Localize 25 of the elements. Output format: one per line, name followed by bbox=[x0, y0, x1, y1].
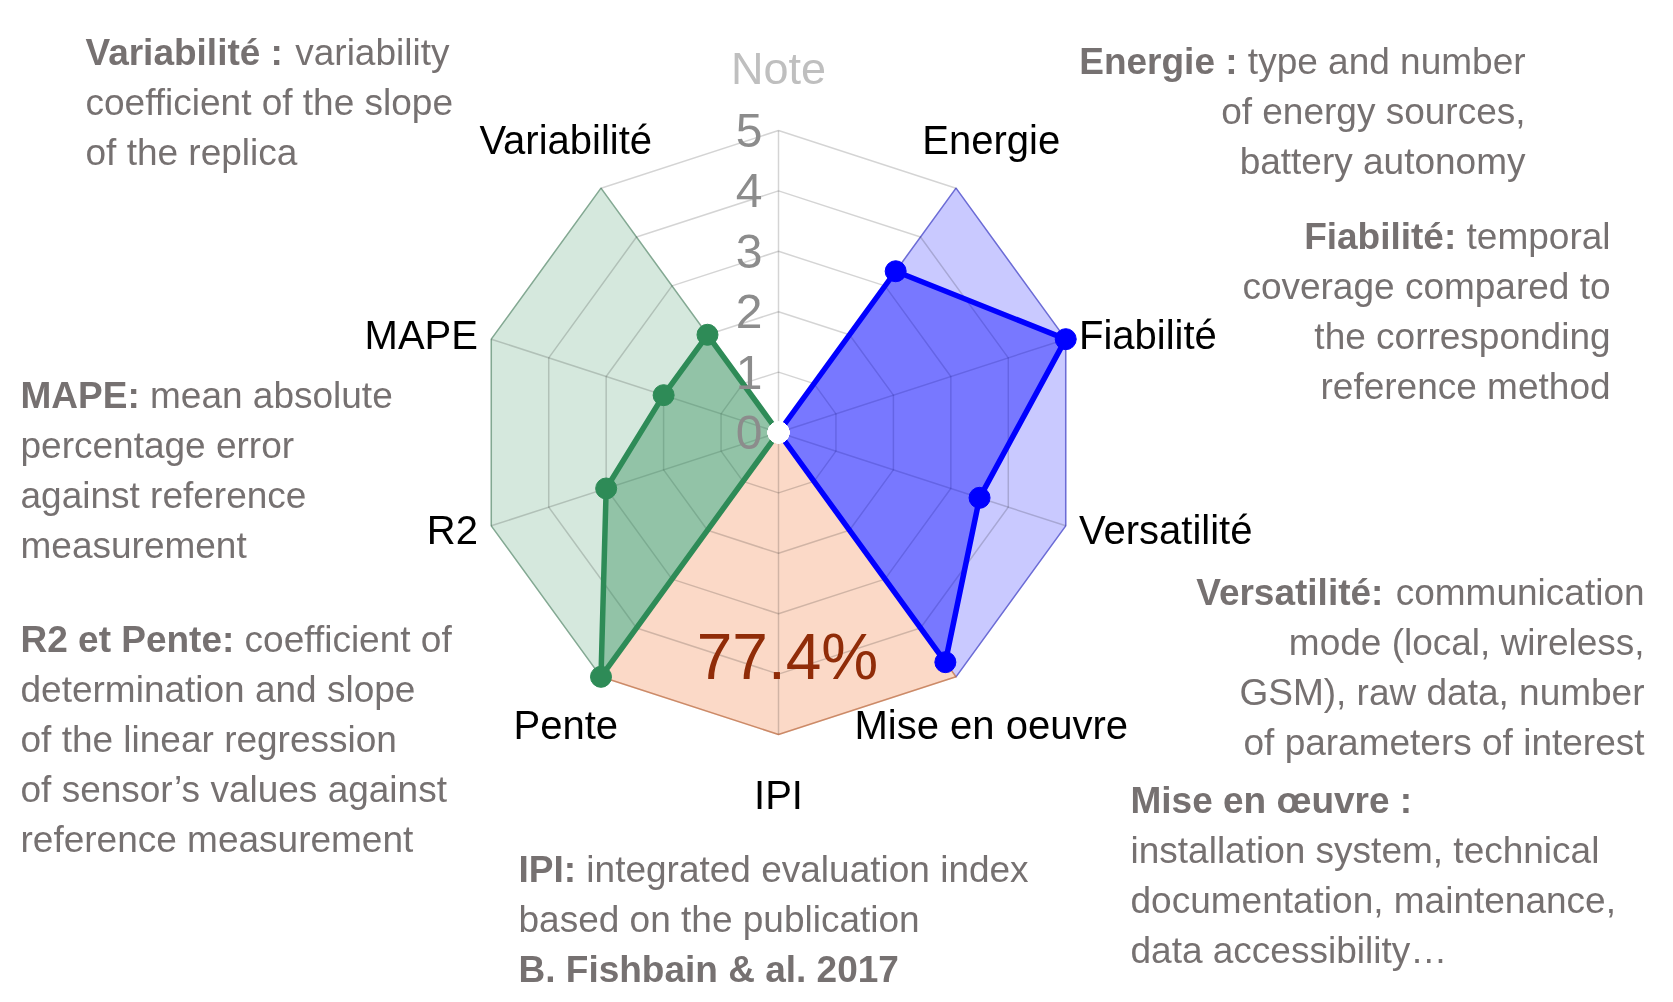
y-tick-label: 5 bbox=[735, 104, 763, 157]
text: Versatilité: communication mode (local, wireless, GSM), raw data, number of parameters of interest bbox=[1196, 572, 1646, 763]
text: Variabilité : variability coefficient of the slope of the replica bbox=[85, 32, 454, 173]
text: B. Fishbain & al. 2017 bbox=[518, 949, 899, 990]
y-tick-label: 2 bbox=[735, 285, 763, 339]
spoke-label: IPI bbox=[754, 772, 803, 817]
text: IPI: integrated evaluation index based on the publication bbox=[518, 849, 1030, 940]
spoke-label: Note bbox=[730, 43, 827, 94]
y-tick-label: 3 bbox=[735, 224, 763, 278]
spoke-label: R2 bbox=[426, 508, 478, 553]
spoke-label: Pente bbox=[513, 703, 618, 748]
spoke-label: Variabilité bbox=[479, 117, 653, 162]
text: Fiabilité: temporal coverage compared to the corresponding reference method bbox=[1242, 216, 1611, 407]
y-tick-label: 1 bbox=[735, 345, 763, 399]
text: Mise en œuvre : installation system, technical documentation, maintenance, data accessibility… bbox=[1130, 780, 1616, 971]
text: R2 et Pente: coefficient of determination and slope of the linear regression of sensor’s values against reference measurement bbox=[20, 619, 453, 860]
text: MAPE: mean absolute percentage error against reference measurement bbox=[20, 375, 393, 566]
spoke-label: Fiabilité bbox=[1079, 312, 1217, 357]
spoke-label: Versatilité bbox=[1079, 508, 1253, 553]
spoke-label: MAPE bbox=[364, 312, 478, 357]
y-tick-label: 4 bbox=[735, 164, 763, 218]
spoke-label: Mise en oeuvre bbox=[854, 703, 1129, 748]
text: Energie : type and number of energy sources, battery autonomy bbox=[1079, 41, 1527, 182]
text: 77.4% bbox=[696, 620, 879, 693]
spoke-label: Energie bbox=[922, 117, 1061, 162]
